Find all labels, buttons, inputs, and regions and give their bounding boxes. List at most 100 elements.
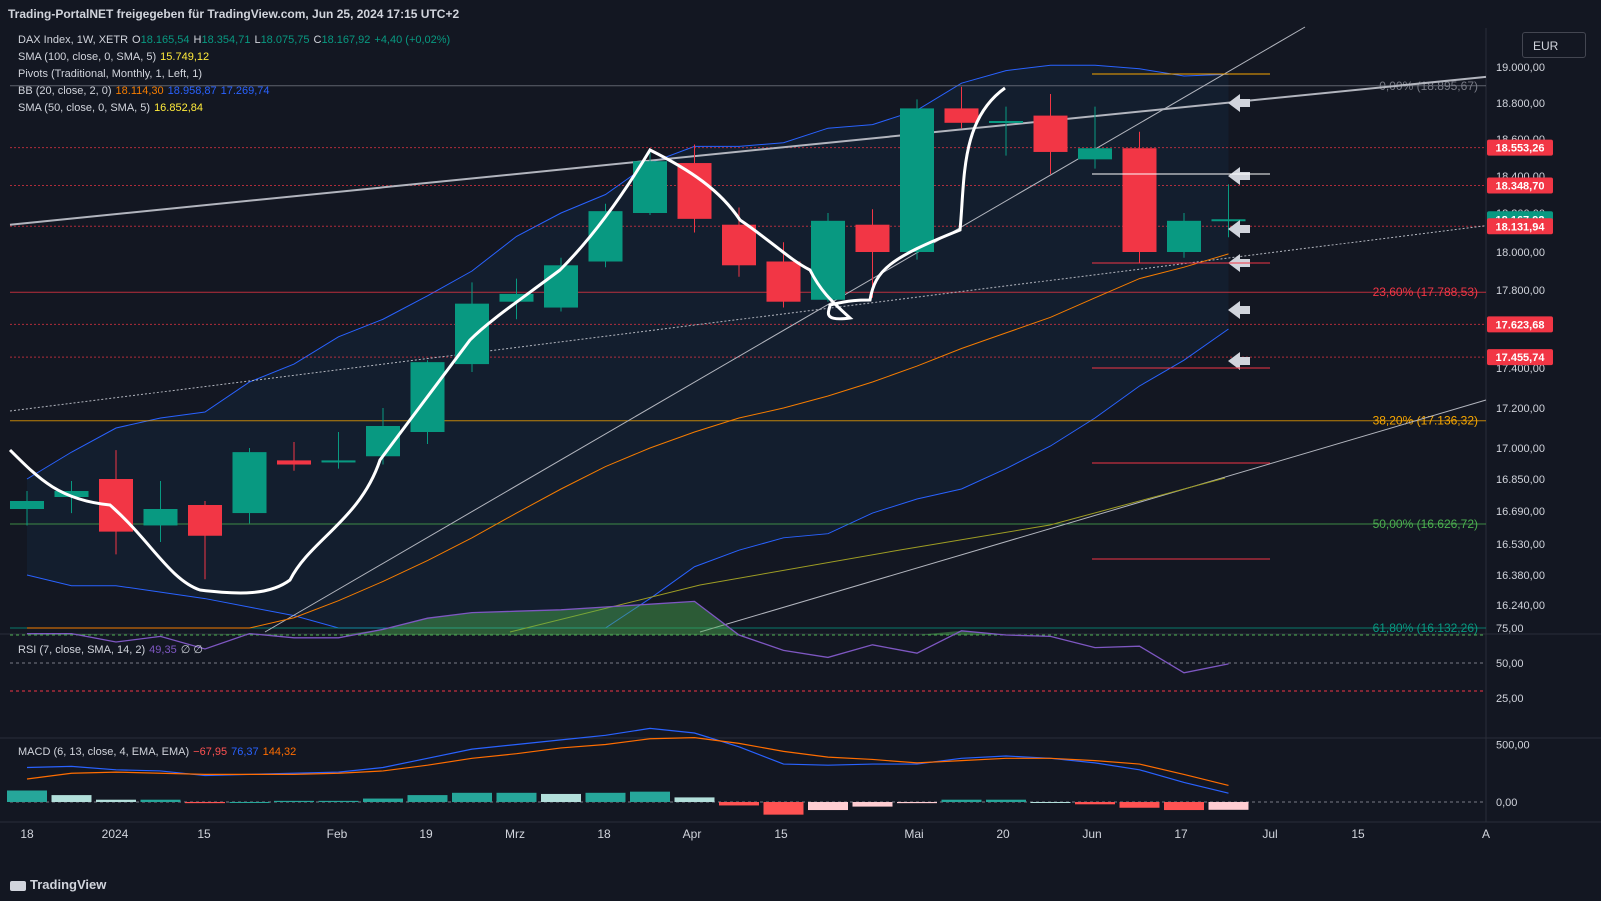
macd-histogram-bar (941, 799, 982, 802)
macd-histogram-bar (719, 802, 759, 806)
candle-body (944, 108, 979, 123)
candle-body (499, 293, 534, 302)
macd-histogram-bar (808, 802, 848, 811)
macd-histogram-bar (763, 802, 804, 815)
time-axis-tick: A (1482, 827, 1490, 841)
legend-low: 18.075,75 (260, 34, 310, 46)
arrow-marker (1228, 167, 1250, 185)
legend-l-label: L (254, 34, 261, 46)
price-label-text: 18.348,70 (1496, 180, 1545, 192)
price-axis-tick: 16.530,00 (1496, 539, 1545, 551)
time-axis-tick: Jun (1082, 827, 1101, 841)
price-label-text: 17.455,74 (1496, 352, 1546, 364)
candle-body (321, 460, 356, 463)
trendline-channel (264, 26, 1306, 633)
price-label-badge (1487, 349, 1553, 366)
candle-body (54, 491, 89, 497)
macd-histogram-bar (496, 792, 537, 802)
candle-body (677, 163, 712, 219)
macd-histogram-bar (7, 790, 47, 802)
price-label-badge (1487, 316, 1553, 333)
candle-body (1167, 220, 1201, 252)
price-axis-tick: 16.690,00 (1496, 506, 1545, 518)
rsi-axis-tick: 25,00 (1496, 693, 1524, 705)
macd-histogram-bar (1208, 802, 1249, 810)
macd-histogram-bar (96, 799, 136, 802)
arrow-marker (1228, 301, 1250, 319)
rsi-axis-tick: 75,00 (1496, 623, 1524, 635)
candle-body (722, 224, 756, 266)
price-axis-tick: 18.800,00 (1496, 98, 1545, 110)
legend-main: DAX Index, 1W, XETR O18.165,54 H18.354,71 L… (18, 34, 454, 46)
legend-rsi-label: RSI (7, close, SMA, 14, 2) (18, 644, 146, 656)
legend-rsi: RSI (7, close, SMA, 14, 2) 49,35 ∅ ∅ (18, 643, 207, 656)
legend-sma50-label: SMA (50, close, 0, SMA, 5) (18, 102, 151, 114)
macd-histogram-bar (1119, 802, 1160, 808)
legend-pivots: Pivots (Traditional, Monthly, 1, Left, 1… (18, 68, 206, 80)
macd-histogram-bar (585, 792, 626, 802)
rsi-axis-tick: 50,00 (1496, 658, 1524, 670)
legend-close: 18.167,92 (321, 34, 371, 46)
legend-macd: MACD (6, 13, close, 4, EMA, EMA) −67,95 76… (18, 746, 300, 758)
price-label-text: 18.553,26 (1496, 143, 1545, 155)
candle-body (900, 108, 934, 253)
time-axis-tick: 18 (597, 827, 611, 841)
legend-rsi-value: 49,35 (149, 644, 177, 656)
price-axis-tick: 16.850,00 (1496, 474, 1545, 486)
macd-histogram-bar (1075, 802, 1115, 805)
currency-button[interactable]: EUR (1522, 32, 1586, 58)
macd-histogram-bar (407, 795, 448, 802)
arrow-marker (1228, 94, 1250, 112)
macd-histogram-bar (1030, 802, 1071, 803)
fib-level-label: 50,00% (16.626,72) (1373, 517, 1478, 531)
legend-bb-lower: 17.269,74 (220, 85, 270, 97)
time-axis-tick: 15 (774, 827, 788, 841)
candle-body (143, 509, 178, 526)
legend-macd-hist: −67,95 (193, 746, 228, 758)
candle-body (188, 505, 222, 536)
hand-drawn-curve (8, 86, 1006, 595)
legend-macd-signal: 144,32 (262, 746, 297, 758)
legend-h-label: H (193, 34, 202, 46)
time-axis-tick: 2024 (102, 827, 129, 841)
candle-body (544, 265, 578, 308)
fib-level-label: 23,60% (17.788,53) (1373, 285, 1478, 299)
price-label-badge (1487, 139, 1553, 156)
legend-instrument: DAX Index, 1W, XETR (18, 34, 129, 46)
macd-axis-tick: 500,00 (1496, 740, 1530, 752)
time-axis-tick: 18 (20, 827, 34, 841)
bb-lower-line (26, 328, 1229, 629)
price-label-badge (1487, 177, 1553, 194)
legend-change: +4,40 (+0,02%) (374, 34, 451, 46)
price-axis-tick: 17.000,00 (1496, 443, 1545, 455)
candle-body (10, 501, 44, 509)
legend-o-label: O (132, 34, 141, 46)
legend-sma50-value: 16.852,84 (154, 102, 203, 114)
tradingview-logo-icon (10, 880, 26, 891)
macd-histogram-bar (318, 800, 359, 802)
legend-sma100-label: SMA (100, close, 0, SMA, 5) (18, 51, 157, 63)
macd-histogram-bar (1164, 802, 1204, 811)
candle-body (588, 211, 623, 262)
arrow-marker (1228, 220, 1250, 238)
macd-histogram-bar (630, 791, 670, 802)
time-axis-tick: 20 (996, 827, 1010, 841)
legend-bb-label: BB (20, close, 2, 0) (18, 85, 112, 97)
candle-body (1033, 115, 1068, 152)
macd-histogram-bar (51, 795, 92, 802)
candle-body (1122, 148, 1157, 252)
macd-signal-line (26, 736, 1229, 786)
fib-level-label: 0,00% (18.895,67) (1379, 79, 1478, 93)
price-label-text: 17.623,68 (1496, 319, 1545, 331)
macd-histogram-bar (541, 793, 581, 802)
legend-macd-label: MACD (6, 13, close, 4, EMA, EMA) (18, 746, 190, 758)
price-label-badge (1487, 218, 1553, 235)
price-label-text: 18.131,94 (1496, 221, 1546, 233)
candle-body (766, 261, 801, 302)
price-axis-tick: 19.000,00 (1496, 62, 1545, 74)
trendline-lower (699, 399, 1487, 633)
candle-body (277, 460, 311, 465)
legend-pivots-label: Pivots (Traditional, Monthly, 1, Left, 1… (18, 68, 203, 80)
macd-histogram-bar (229, 802, 270, 803)
